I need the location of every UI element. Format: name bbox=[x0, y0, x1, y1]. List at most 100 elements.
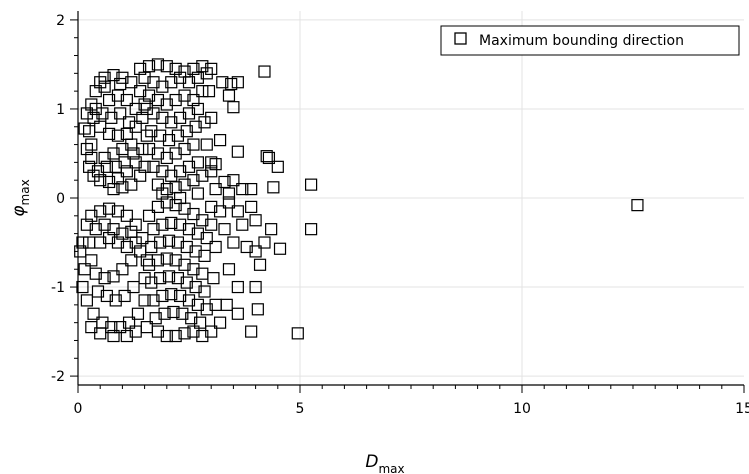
data-point bbox=[240, 240, 253, 254]
data-point bbox=[85, 209, 98, 222]
data-point bbox=[102, 202, 116, 215]
data-point bbox=[111, 205, 125, 218]
data-point bbox=[94, 236, 107, 249]
data-point bbox=[245, 325, 258, 338]
data-point bbox=[291, 327, 304, 340]
data-point bbox=[265, 223, 278, 236]
data-point bbox=[109, 294, 122, 307]
data-point bbox=[169, 329, 182, 343]
data-point bbox=[100, 289, 113, 303]
data-point bbox=[118, 289, 131, 303]
data-point bbox=[131, 307, 145, 320]
data-point bbox=[165, 76, 178, 89]
data-point bbox=[116, 263, 129, 276]
data-point bbox=[156, 111, 169, 124]
data-point bbox=[160, 329, 173, 343]
data-point bbox=[107, 182, 120, 196]
data-point bbox=[174, 289, 187, 303]
data-point bbox=[156, 80, 169, 93]
data-point bbox=[191, 298, 204, 311]
data-point bbox=[196, 169, 209, 182]
data-point bbox=[305, 178, 318, 191]
data-point bbox=[267, 181, 280, 194]
data-point bbox=[187, 207, 200, 221]
y-axis-label: φmax bbox=[9, 179, 32, 216]
data-point bbox=[227, 236, 240, 249]
data-point bbox=[122, 316, 136, 329]
data-point bbox=[160, 182, 173, 196]
data-point bbox=[187, 174, 200, 187]
data-point bbox=[134, 169, 147, 182]
y-tick-label: 2 bbox=[56, 13, 65, 29]
data-point bbox=[169, 62, 182, 75]
y-tick-label: -2 bbox=[51, 369, 65, 385]
data-point bbox=[200, 303, 213, 316]
data-point bbox=[222, 187, 236, 200]
data-point bbox=[87, 307, 100, 320]
data-point bbox=[167, 305, 180, 319]
data-point bbox=[165, 116, 178, 129]
legend: Maximum bounding direction bbox=[440, 25, 740, 56]
data-point bbox=[85, 254, 98, 267]
data-point bbox=[178, 142, 191, 156]
data-point bbox=[116, 181, 129, 194]
data-point bbox=[169, 147, 182, 160]
data-point bbox=[216, 76, 229, 89]
data-point bbox=[251, 303, 264, 316]
data-point bbox=[80, 294, 93, 307]
data-point bbox=[205, 156, 218, 169]
data-point bbox=[258, 236, 271, 249]
data-point bbox=[98, 80, 111, 93]
data-point bbox=[273, 242, 287, 255]
data-point bbox=[171, 129, 184, 142]
data-point bbox=[160, 151, 173, 165]
data-point bbox=[196, 214, 209, 227]
data-point bbox=[120, 209, 133, 222]
data-point bbox=[245, 200, 258, 214]
data-point bbox=[169, 93, 182, 107]
data-point bbox=[134, 85, 147, 98]
data-point bbox=[156, 289, 169, 303]
data-point bbox=[174, 71, 187, 84]
data-point bbox=[169, 199, 182, 212]
data-point bbox=[191, 156, 204, 169]
data-point bbox=[198, 116, 211, 129]
data-point bbox=[180, 125, 193, 138]
data-point bbox=[151, 58, 165, 71]
data-point bbox=[142, 89, 156, 102]
data-point bbox=[107, 69, 120, 82]
data-point bbox=[162, 270, 176, 283]
data-point bbox=[105, 321, 118, 334]
data-point bbox=[236, 182, 249, 196]
grid-lines bbox=[78, 11, 744, 385]
data-point bbox=[220, 298, 233, 311]
data-point bbox=[102, 93, 116, 107]
data-point bbox=[94, 205, 107, 218]
data-point bbox=[187, 62, 200, 75]
data-point bbox=[80, 107, 93, 120]
legend-marker bbox=[454, 32, 467, 45]
data-point bbox=[138, 160, 151, 173]
data-point bbox=[205, 325, 218, 338]
data-point bbox=[147, 294, 160, 307]
data-point bbox=[127, 147, 140, 160]
data-point bbox=[205, 218, 218, 231]
data-point bbox=[147, 160, 160, 173]
data-point bbox=[171, 236, 184, 249]
data-point bbox=[231, 76, 244, 89]
data-point bbox=[89, 102, 102, 116]
data-point bbox=[187, 93, 200, 107]
data-point bbox=[191, 102, 204, 116]
data-point bbox=[114, 321, 127, 334]
data-point bbox=[122, 116, 136, 129]
data-point bbox=[213, 205, 227, 218]
data-point bbox=[98, 272, 111, 285]
data-point bbox=[80, 142, 93, 156]
data-point bbox=[96, 107, 109, 120]
data-point bbox=[262, 151, 276, 165]
data-point bbox=[154, 272, 167, 285]
data-point bbox=[102, 231, 116, 245]
data-point bbox=[160, 60, 173, 73]
data-point bbox=[140, 102, 153, 116]
data-point bbox=[154, 236, 167, 249]
